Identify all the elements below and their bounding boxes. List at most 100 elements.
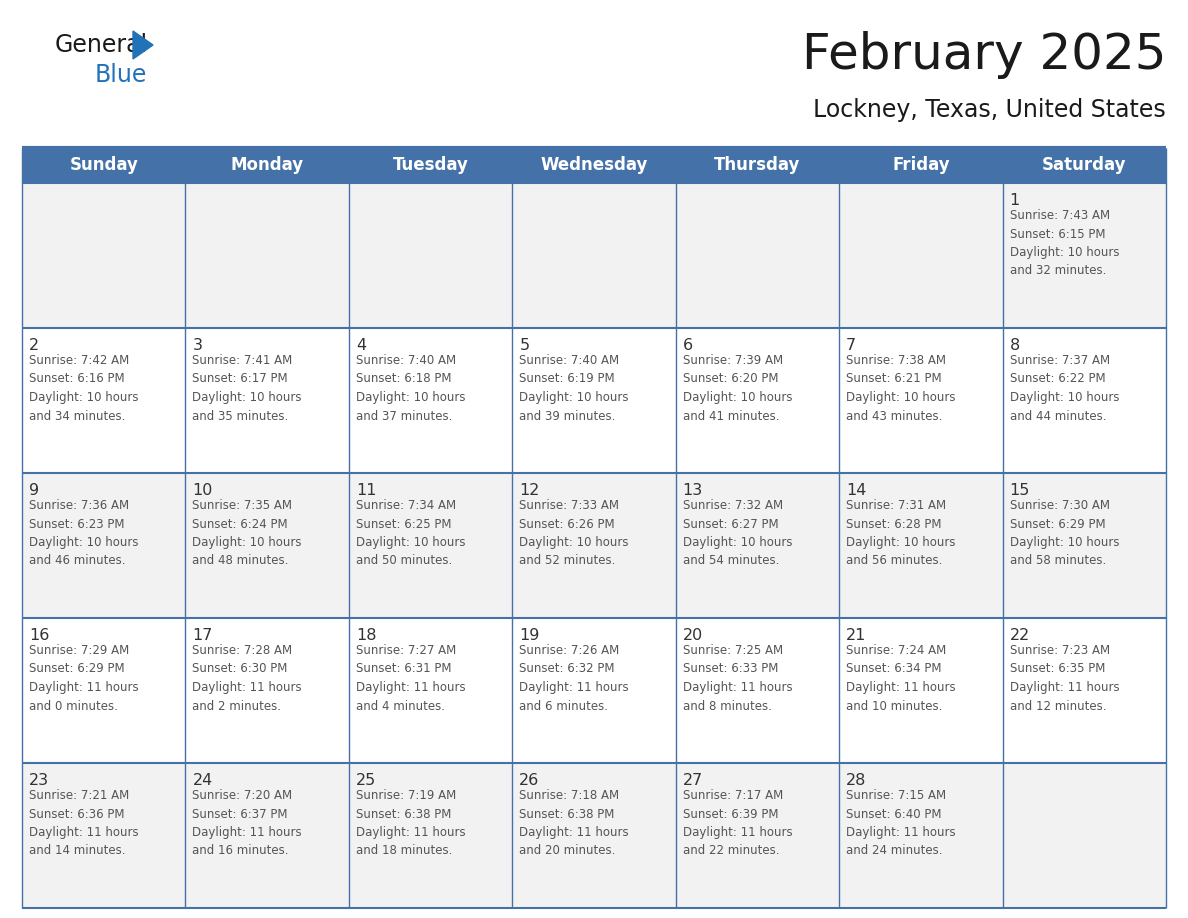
Text: Saturday: Saturday: [1042, 156, 1126, 174]
Bar: [349, 763, 512, 908]
Bar: [676, 328, 839, 473]
Bar: [1003, 183, 1165, 328]
Bar: [512, 148, 676, 183]
Bar: [512, 473, 676, 618]
Bar: [349, 473, 512, 618]
Bar: [839, 473, 1003, 618]
Text: Sunrise: 7:15 AM
Sunset: 6:40 PM
Daylight: 11 hours
and 24 minutes.: Sunrise: 7:15 AM Sunset: 6:40 PM Dayligh…: [846, 789, 956, 857]
Text: 26: 26: [519, 773, 539, 788]
Text: 27: 27: [683, 773, 703, 788]
Text: Sunrise: 7:35 AM
Sunset: 6:24 PM
Daylight: 10 hours
and 48 minutes.: Sunrise: 7:35 AM Sunset: 6:24 PM Dayligh…: [192, 499, 302, 567]
Text: Sunrise: 7:42 AM
Sunset: 6:16 PM
Daylight: 10 hours
and 34 minutes.: Sunrise: 7:42 AM Sunset: 6:16 PM Dayligh…: [29, 354, 139, 422]
Text: Blue: Blue: [95, 63, 147, 87]
Text: Sunrise: 7:30 AM
Sunset: 6:29 PM
Daylight: 10 hours
and 58 minutes.: Sunrise: 7:30 AM Sunset: 6:29 PM Dayligh…: [1010, 499, 1119, 567]
Text: Sunrise: 7:24 AM
Sunset: 6:34 PM
Daylight: 11 hours
and 10 minutes.: Sunrise: 7:24 AM Sunset: 6:34 PM Dayligh…: [846, 644, 956, 712]
Bar: [23, 148, 185, 183]
Bar: [1003, 618, 1165, 763]
Text: Tuesday: Tuesday: [392, 156, 468, 174]
Bar: [185, 763, 349, 908]
Polygon shape: [133, 31, 153, 59]
Text: 1: 1: [1010, 193, 1019, 208]
Text: 6: 6: [683, 338, 693, 353]
Text: Sunrise: 7:31 AM
Sunset: 6:28 PM
Daylight: 10 hours
and 56 minutes.: Sunrise: 7:31 AM Sunset: 6:28 PM Dayligh…: [846, 499, 955, 567]
Text: 5: 5: [519, 338, 530, 353]
Text: 11: 11: [356, 483, 377, 498]
Bar: [185, 618, 349, 763]
Text: Lockney, Texas, United States: Lockney, Texas, United States: [814, 98, 1165, 122]
Text: February 2025: February 2025: [802, 31, 1165, 79]
Text: Sunrise: 7:20 AM
Sunset: 6:37 PM
Daylight: 11 hours
and 16 minutes.: Sunrise: 7:20 AM Sunset: 6:37 PM Dayligh…: [192, 789, 302, 857]
Text: 19: 19: [519, 628, 539, 643]
Text: Friday: Friday: [892, 156, 949, 174]
Bar: [185, 328, 349, 473]
Bar: [185, 473, 349, 618]
Text: 12: 12: [519, 483, 539, 498]
Bar: [1003, 148, 1165, 183]
Text: Sunrise: 7:28 AM
Sunset: 6:30 PM
Daylight: 11 hours
and 2 minutes.: Sunrise: 7:28 AM Sunset: 6:30 PM Dayligh…: [192, 644, 302, 712]
Text: 23: 23: [29, 773, 49, 788]
Bar: [839, 148, 1003, 183]
Bar: [23, 473, 185, 618]
Text: 4: 4: [356, 338, 366, 353]
Bar: [839, 328, 1003, 473]
Bar: [23, 183, 185, 328]
Bar: [23, 763, 185, 908]
Text: Sunrise: 7:32 AM
Sunset: 6:27 PM
Daylight: 10 hours
and 54 minutes.: Sunrise: 7:32 AM Sunset: 6:27 PM Dayligh…: [683, 499, 792, 567]
Bar: [185, 183, 349, 328]
Text: Sunrise: 7:36 AM
Sunset: 6:23 PM
Daylight: 10 hours
and 46 minutes.: Sunrise: 7:36 AM Sunset: 6:23 PM Dayligh…: [29, 499, 139, 567]
Text: 10: 10: [192, 483, 213, 498]
Text: Sunrise: 7:18 AM
Sunset: 6:38 PM
Daylight: 11 hours
and 20 minutes.: Sunrise: 7:18 AM Sunset: 6:38 PM Dayligh…: [519, 789, 628, 857]
Bar: [676, 763, 839, 908]
Text: Thursday: Thursday: [714, 156, 801, 174]
Text: Sunrise: 7:40 AM
Sunset: 6:18 PM
Daylight: 10 hours
and 37 minutes.: Sunrise: 7:40 AM Sunset: 6:18 PM Dayligh…: [356, 354, 466, 422]
Bar: [1003, 473, 1165, 618]
Bar: [349, 183, 512, 328]
Bar: [512, 328, 676, 473]
Bar: [23, 618, 185, 763]
Text: 7: 7: [846, 338, 857, 353]
Text: Sunrise: 7:26 AM
Sunset: 6:32 PM
Daylight: 11 hours
and 6 minutes.: Sunrise: 7:26 AM Sunset: 6:32 PM Dayligh…: [519, 644, 628, 712]
Text: 20: 20: [683, 628, 703, 643]
Text: Wednesday: Wednesday: [541, 156, 647, 174]
Bar: [512, 618, 676, 763]
Text: Sunrise: 7:17 AM
Sunset: 6:39 PM
Daylight: 11 hours
and 22 minutes.: Sunrise: 7:17 AM Sunset: 6:39 PM Dayligh…: [683, 789, 792, 857]
Text: Sunrise: 7:23 AM
Sunset: 6:35 PM
Daylight: 11 hours
and 12 minutes.: Sunrise: 7:23 AM Sunset: 6:35 PM Dayligh…: [1010, 644, 1119, 712]
Text: Monday: Monday: [230, 156, 304, 174]
Text: 2: 2: [29, 338, 39, 353]
Bar: [349, 148, 512, 183]
Bar: [1003, 763, 1165, 908]
Bar: [839, 763, 1003, 908]
Text: 24: 24: [192, 773, 213, 788]
Text: 8: 8: [1010, 338, 1019, 353]
Text: Sunrise: 7:25 AM
Sunset: 6:33 PM
Daylight: 11 hours
and 8 minutes.: Sunrise: 7:25 AM Sunset: 6:33 PM Dayligh…: [683, 644, 792, 712]
Bar: [676, 183, 839, 328]
Bar: [349, 618, 512, 763]
Text: General: General: [55, 33, 148, 57]
Bar: [676, 618, 839, 763]
Text: Sunrise: 7:21 AM
Sunset: 6:36 PM
Daylight: 11 hours
and 14 minutes.: Sunrise: 7:21 AM Sunset: 6:36 PM Dayligh…: [29, 789, 139, 857]
Text: 15: 15: [1010, 483, 1030, 498]
Text: Sunrise: 7:34 AM
Sunset: 6:25 PM
Daylight: 10 hours
and 50 minutes.: Sunrise: 7:34 AM Sunset: 6:25 PM Dayligh…: [356, 499, 466, 567]
Text: Sunrise: 7:39 AM
Sunset: 6:20 PM
Daylight: 10 hours
and 41 minutes.: Sunrise: 7:39 AM Sunset: 6:20 PM Dayligh…: [683, 354, 792, 422]
Text: Sunday: Sunday: [69, 156, 138, 174]
Bar: [676, 148, 839, 183]
Text: Sunrise: 7:43 AM
Sunset: 6:15 PM
Daylight: 10 hours
and 32 minutes.: Sunrise: 7:43 AM Sunset: 6:15 PM Dayligh…: [1010, 209, 1119, 277]
Text: 22: 22: [1010, 628, 1030, 643]
Text: 14: 14: [846, 483, 866, 498]
Text: Sunrise: 7:37 AM
Sunset: 6:22 PM
Daylight: 10 hours
and 44 minutes.: Sunrise: 7:37 AM Sunset: 6:22 PM Dayligh…: [1010, 354, 1119, 422]
Text: 3: 3: [192, 338, 202, 353]
Text: Sunrise: 7:38 AM
Sunset: 6:21 PM
Daylight: 10 hours
and 43 minutes.: Sunrise: 7:38 AM Sunset: 6:21 PM Dayligh…: [846, 354, 955, 422]
Text: 21: 21: [846, 628, 866, 643]
Bar: [1003, 328, 1165, 473]
Bar: [512, 763, 676, 908]
Text: Sunrise: 7:27 AM
Sunset: 6:31 PM
Daylight: 11 hours
and 4 minutes.: Sunrise: 7:27 AM Sunset: 6:31 PM Dayligh…: [356, 644, 466, 712]
Text: Sunrise: 7:19 AM
Sunset: 6:38 PM
Daylight: 11 hours
and 18 minutes.: Sunrise: 7:19 AM Sunset: 6:38 PM Dayligh…: [356, 789, 466, 857]
Text: 18: 18: [356, 628, 377, 643]
Bar: [676, 473, 839, 618]
Text: 25: 25: [356, 773, 377, 788]
Text: Sunrise: 7:33 AM
Sunset: 6:26 PM
Daylight: 10 hours
and 52 minutes.: Sunrise: 7:33 AM Sunset: 6:26 PM Dayligh…: [519, 499, 628, 567]
Text: 13: 13: [683, 483, 703, 498]
Bar: [839, 618, 1003, 763]
Text: 9: 9: [29, 483, 39, 498]
Bar: [23, 328, 185, 473]
